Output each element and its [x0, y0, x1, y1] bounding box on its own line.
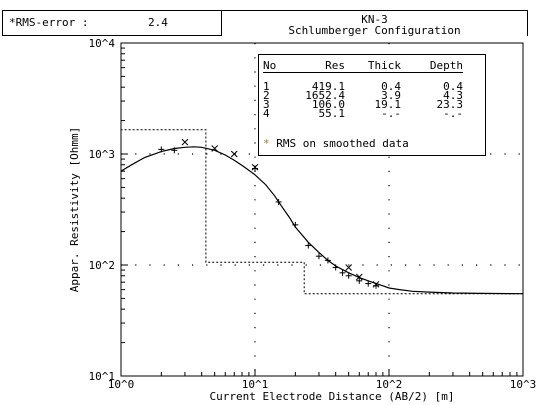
data-point-cross: [355, 273, 363, 281]
data-point-plus: [345, 272, 352, 279]
data-point-plus: [356, 277, 363, 284]
layer-depth: 0.4: [443, 80, 463, 93]
data-point-plus: [365, 280, 372, 287]
layer-no: 4: [263, 107, 270, 120]
layer-depth: -.-: [443, 107, 463, 120]
data-point-plus: [171, 147, 178, 154]
layer-thick: 19.1: [374, 98, 402, 111]
col-res: Res: [293, 58, 345, 73]
layer-depth: 23.3: [436, 98, 464, 111]
data-point-plus: [332, 264, 339, 271]
table-row: 1 419.1 0.4 0.4: [263, 80, 463, 93]
layer-res: 106.0: [311, 98, 345, 111]
layer-res: 55.1: [318, 107, 346, 120]
layer-thick: 0.4: [381, 80, 401, 93]
y-tick-label: 10^4: [89, 37, 116, 50]
y-axis-label: Appar. Resistivity [Ohmm]: [68, 127, 81, 293]
x-tick-label: 10^1: [242, 378, 269, 391]
asterisk-icon: *: [263, 137, 270, 150]
legend-note-text: RMS on smoothed data: [276, 137, 409, 150]
rms-error-value: 2.4: [148, 16, 168, 29]
table-row: 4 55.1 -.- -.-: [263, 107, 463, 120]
col-no: No: [263, 58, 293, 73]
layer-table: No Res Thick Depth 1 419.1 0.4 0.4 2 165…: [263, 58, 464, 120]
layer-thick: -.-: [381, 107, 401, 120]
x-tick-label: 10^0: [108, 378, 135, 391]
layer-no: 2: [263, 89, 270, 102]
chart-title-box: KN-3 Schlumberger Configuration: [222, 10, 528, 36]
data-point-plus: [324, 257, 331, 264]
col-depth: Depth: [401, 58, 463, 73]
y-tick-label: 10^1: [89, 370, 116, 383]
layer-thick: 3.9: [381, 89, 401, 102]
rms-error-box: *RMS-error : 2.4: [2, 10, 222, 36]
layer-no: 3: [263, 98, 270, 111]
data-point-plus: [339, 269, 346, 276]
data-point-cross: [345, 264, 353, 271]
apparent-resistivity-curve: [121, 146, 523, 295]
layer-res: 1652.4: [305, 89, 345, 102]
plot-frame: [120, 42, 524, 377]
data-point-cross: [251, 163, 259, 171]
site-title: KN-3: [361, 13, 388, 26]
layer-no: 1: [263, 80, 270, 93]
table-row: 2 1652.4 3.9 4.3: [263, 89, 463, 102]
col-thick: Thick: [345, 58, 401, 73]
data-point-plus: [252, 165, 258, 172]
data-point-cross: [181, 138, 189, 146]
model-legend: No Res Thick Depth 1 419.1 0.4 0.4 2 165…: [258, 54, 486, 156]
y-tick-label: 10^2: [89, 259, 116, 272]
data-point-plus: [158, 146, 165, 153]
data-point-cross: [230, 150, 238, 158]
layer-res: 419.1: [311, 80, 345, 93]
legend-note: * RMS on smoothed data: [263, 137, 409, 150]
data-point-cross: [372, 280, 380, 288]
data-point-plus: [305, 242, 312, 249]
data-point-cross: [211, 145, 219, 152]
layer-depth: 4.3: [443, 89, 463, 102]
config-title: Schlumberger Configuration: [288, 24, 461, 37]
data-point-plus: [275, 198, 282, 205]
y-tick-label: 10^3: [89, 148, 116, 161]
table-row: 3 106.0 19.1 23.3: [263, 98, 464, 111]
rms-error-label: *RMS-error :: [9, 16, 89, 29]
layer-table-header: No Res Thick Depth: [263, 58, 463, 73]
data-point-plus: [292, 221, 299, 228]
data-point-plus: [315, 253, 322, 260]
x-axis-label: Current Electrode Distance (AB/2) [m]: [209, 390, 454, 403]
x-tick-label: 10^3: [510, 378, 537, 391]
x-tick-label: 10^2: [376, 378, 403, 391]
